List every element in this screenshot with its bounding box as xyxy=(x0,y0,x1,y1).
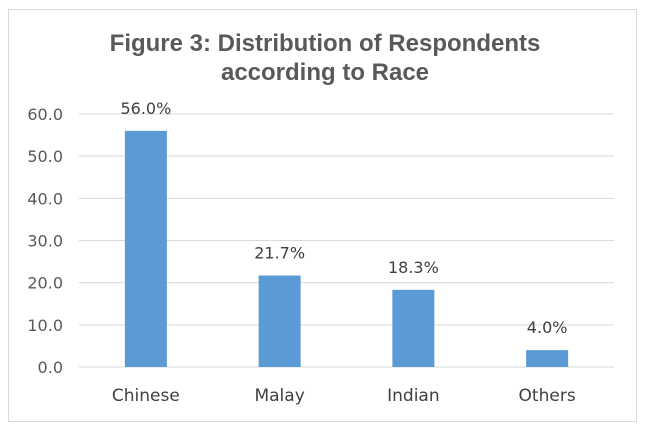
gridlines xyxy=(79,113,614,368)
x-category-label-others: Others xyxy=(519,386,576,406)
y-tick-label: 20.0 xyxy=(27,274,63,293)
y-tick-label: 40.0 xyxy=(27,189,63,208)
bar-chinese xyxy=(124,130,167,367)
data-label-indian: 18.3% xyxy=(388,258,439,277)
y-tick-label: 30.0 xyxy=(27,232,63,251)
y-axis-tick-labels: 0.0 10.0 20.0 30.0 40.0 50.0 60.0 xyxy=(27,105,63,377)
chart-title-line-2: according to Race xyxy=(220,59,430,86)
bar-others xyxy=(526,350,569,367)
data-labels: 56.0% 21.7% 18.3% 4.0% xyxy=(120,99,567,337)
data-label-chinese: 56.0% xyxy=(120,99,171,118)
bar-malay xyxy=(258,275,301,367)
chart-title: Figure 3: Distribution of Respondents ac… xyxy=(0,29,650,87)
x-axis-category-labels: Chinese Malay Indian Others xyxy=(112,386,576,406)
y-tick-label: 0.0 xyxy=(38,358,63,377)
data-label-others: 4.0% xyxy=(527,318,568,337)
y-tick-label: 10.0 xyxy=(27,316,63,335)
x-category-label-malay: Malay xyxy=(254,386,304,406)
chart-title-line-1: Figure 3: Distribution of Respondents xyxy=(109,30,541,57)
y-tick-label: 50.0 xyxy=(27,147,63,166)
bar-indian xyxy=(392,289,435,367)
y-tick-label: 60.0 xyxy=(27,105,63,124)
bars xyxy=(124,130,569,367)
x-category-label-chinese: Chinese xyxy=(112,386,180,406)
x-category-label-indian: Indian xyxy=(387,386,440,406)
data-label-malay: 21.7% xyxy=(254,243,305,262)
